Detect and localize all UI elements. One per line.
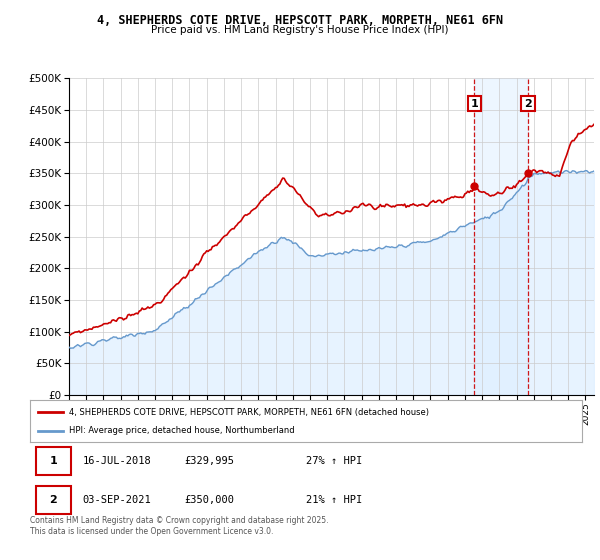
Text: 1: 1 [49,456,57,465]
Text: 1: 1 [470,99,478,109]
Text: 16-JUL-2018: 16-JUL-2018 [82,456,151,465]
FancyBboxPatch shape [35,447,71,475]
Text: Contains HM Land Registry data © Crown copyright and database right 2025.
This d: Contains HM Land Registry data © Crown c… [30,516,329,536]
Text: 4, SHEPHERDS COTE DRIVE, HEPSCOTT PARK, MORPETH, NE61 6FN (detached house): 4, SHEPHERDS COTE DRIVE, HEPSCOTT PARK, … [68,408,428,417]
Text: 2: 2 [524,99,532,109]
Bar [474,78,528,395]
Text: £329,995: £329,995 [185,456,235,465]
Text: Price paid vs. HM Land Registry's House Price Index (HPI): Price paid vs. HM Land Registry's House … [151,25,449,35]
Text: £350,000: £350,000 [185,495,235,505]
Text: 27% ↑ HPI: 27% ↑ HPI [306,456,362,465]
Text: 2: 2 [49,495,57,505]
FancyBboxPatch shape [35,486,71,514]
Text: 03-SEP-2021: 03-SEP-2021 [82,495,151,505]
Text: HPI: Average price, detached house, Northumberland: HPI: Average price, detached house, Nort… [68,426,294,435]
Text: 21% ↑ HPI: 21% ↑ HPI [306,495,362,505]
Text: 4, SHEPHERDS COTE DRIVE, HEPSCOTT PARK, MORPETH, NE61 6FN: 4, SHEPHERDS COTE DRIVE, HEPSCOTT PARK, … [97,14,503,27]
